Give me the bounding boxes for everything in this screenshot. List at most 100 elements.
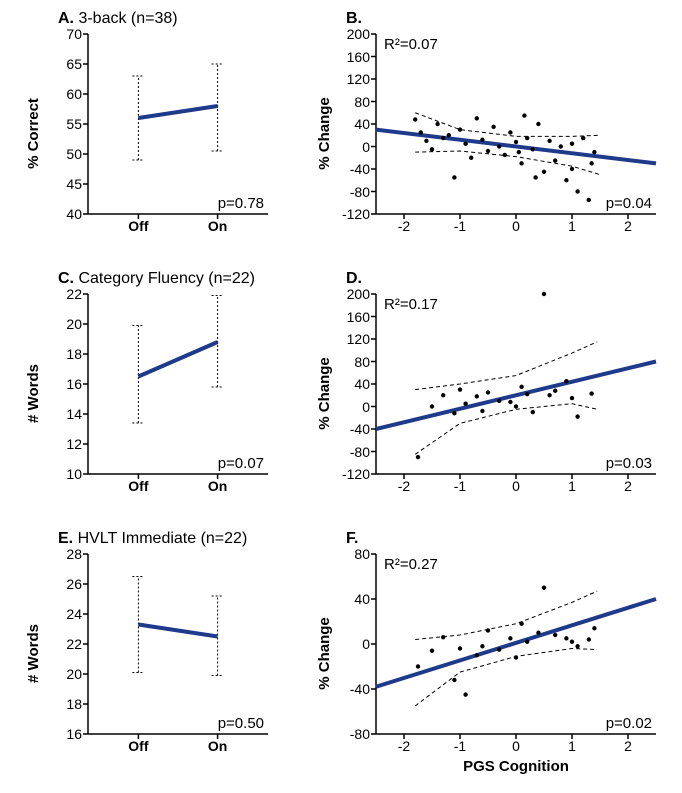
plot-F-r2: R²=0.27 — [384, 556, 438, 573]
panel-C: C. Category Fluency (n=22) # Words 10121… — [10, 270, 310, 520]
plot-A-ytick: 65 — [66, 56, 82, 72]
panel-E-title: E. HVLT Immediate (n=22) — [58, 530, 247, 548]
plot-B-ytick: 80 — [354, 94, 370, 110]
panel-B-letter: B. — [346, 10, 362, 27]
plot-B: -120-80-4004080120160200-2-1012R²=0.07p=… — [376, 34, 656, 214]
plot-B-xtick: 1 — [568, 218, 576, 234]
plot-D: -120-80-4004080120160200-2-1012R²=0.17p=… — [376, 294, 656, 474]
plot-F-ytick: -80 — [350, 726, 370, 742]
plot-C-ytick: 16 — [66, 376, 82, 392]
plot-E-ptext: p=0.50 — [218, 715, 264, 732]
plot-F: -80-4004080-2-1012R²=0.27p=0.02 — [376, 554, 656, 734]
plot-D-ytick: 120 — [347, 331, 370, 347]
plot-B-ptext: p=0.04 — [606, 195, 652, 212]
plot-E-ytick: 26 — [66, 576, 82, 592]
plot-D-r2: R²=0.17 — [384, 296, 438, 313]
plot-B-ytick: -80 — [350, 184, 370, 200]
panel-E-subtitle: HVLT Immediate (n=22) — [73, 530, 247, 547]
plot-F-ytick: 0 — [362, 636, 370, 652]
plot-F-xtick: -2 — [398, 738, 410, 754]
plot-A-ytick: 55 — [66, 116, 82, 132]
plot-A-xtick: On — [208, 218, 227, 234]
figure-grid: A. 3-back (n=38) % Correct 4045505560657… — [10, 10, 672, 780]
plot-E-ytick: 22 — [66, 636, 82, 652]
plot-D-xtick: 1 — [568, 478, 576, 494]
plot-D-ytick: -40 — [350, 421, 370, 437]
plot-E-xtick: On — [208, 738, 227, 754]
panel-A: A. 3-back (n=38) % Correct 4045505560657… — [10, 10, 310, 260]
panel-F: F. % Change -80-4004080-2-1012R²=0.27p=0… — [310, 530, 672, 780]
plot-D-xtick: -2 — [398, 478, 410, 494]
panel-B-ylabel: % Change — [316, 97, 333, 170]
plot-A-xtick: Off — [128, 218, 148, 234]
panel-D: D. % Change -120-80-4004080120160200-2-1… — [310, 270, 672, 520]
plot-E-ytick: 18 — [66, 696, 82, 712]
plot-C-ytick: 20 — [66, 316, 82, 332]
plot-F-ytick: 80 — [354, 546, 370, 562]
plot-C-xtick: Off — [128, 478, 148, 494]
plot-A: 40455055606570OffOnp=0.78 — [88, 34, 268, 214]
plot-A-ytick: 40 — [66, 206, 82, 222]
panel-D-letter: D. — [346, 270, 362, 287]
panel-A-letter: A. — [58, 10, 74, 27]
plot-B-ytick: 40 — [354, 116, 370, 132]
plot-B-xtick: -2 — [398, 218, 410, 234]
panel-C-letter: C. — [58, 270, 74, 287]
plot-F-ytick: -40 — [350, 681, 370, 697]
panel-F-letter: F. — [346, 530, 358, 547]
plot-E-ytick: 16 — [66, 726, 82, 742]
plot-C-ytick: 14 — [66, 406, 82, 422]
plot-B-ytick: -120 — [342, 206, 370, 222]
plot-D-xtick: -1 — [454, 478, 466, 494]
plot-A-ptext: p=0.78 — [218, 195, 264, 212]
plot-C-ytick: 10 — [66, 466, 82, 482]
plot-D-ptext: p=0.03 — [606, 455, 652, 472]
panel-A-ylabel: % Correct — [25, 98, 42, 169]
panel-F-ylabel: % Change — [316, 617, 333, 690]
panel-F-xlabel: PGS Cognition — [376, 758, 656, 775]
plot-C-ytick: 12 — [66, 436, 82, 452]
plot-F-xtick: -1 — [454, 738, 466, 754]
plot-E-ytick: 24 — [66, 606, 82, 622]
panel-B: B. % Change -120-80-4004080120160200-2-1… — [310, 10, 672, 260]
plot-E-ytick: 28 — [66, 546, 82, 562]
plot-D-ytick: 80 — [354, 354, 370, 370]
panel-C-ylabel: # Words — [25, 364, 42, 423]
panel-E-ylabel: # Words — [25, 624, 42, 683]
plot-D-ytick: 40 — [354, 376, 370, 392]
plot-F-ytick: 40 — [354, 591, 370, 607]
plot-E: 16182022242628OffOnp=0.50 — [88, 554, 268, 734]
plot-D-ytick: 200 — [347, 286, 370, 302]
plot-C: 10121416182022OffOnp=0.07 — [88, 294, 268, 474]
plot-C-ptext: p=0.07 — [218, 455, 264, 472]
plot-A-ytick: 45 — [66, 176, 82, 192]
plot-A-ytick: 50 — [66, 146, 82, 162]
plot-F-ptext: p=0.02 — [606, 715, 652, 732]
plot-B-ytick: 200 — [347, 26, 370, 42]
panel-E-letter: E. — [58, 530, 73, 547]
plot-B-xtick: 2 — [624, 218, 632, 234]
plot-B-ytick: 120 — [347, 71, 370, 87]
plot-B-ytick: 0 — [362, 139, 370, 155]
plot-D-xtick: 2 — [624, 478, 632, 494]
plot-E-ytick: 20 — [66, 666, 82, 682]
plot-D-ytick: 160 — [347, 309, 370, 325]
plot-D-xtick: 0 — [512, 478, 520, 494]
plot-D-ytick: -80 — [350, 444, 370, 460]
plot-C-ytick: 22 — [66, 286, 82, 302]
panel-A-subtitle: 3-back (n=38) — [74, 10, 178, 27]
plot-F-xtick: 2 — [624, 738, 632, 754]
plot-C-xtick: On — [208, 478, 227, 494]
plot-B-r2: R²=0.07 — [384, 36, 438, 53]
panel-C-subtitle: Category Fluency (n=22) — [74, 270, 255, 287]
plot-B-ytick: -40 — [350, 161, 370, 177]
plot-C-ytick: 18 — [66, 346, 82, 362]
plot-F-xtick: 0 — [512, 738, 520, 754]
panel-D-ylabel: % Change — [316, 357, 333, 430]
plot-B-xtick: 0 — [512, 218, 520, 234]
plot-D-ytick: -120 — [342, 466, 370, 482]
plot-A-ytick: 60 — [66, 86, 82, 102]
plot-B-xtick: -1 — [454, 218, 466, 234]
plot-D-ytick: 0 — [362, 399, 370, 415]
plot-E-xtick: Off — [128, 738, 148, 754]
